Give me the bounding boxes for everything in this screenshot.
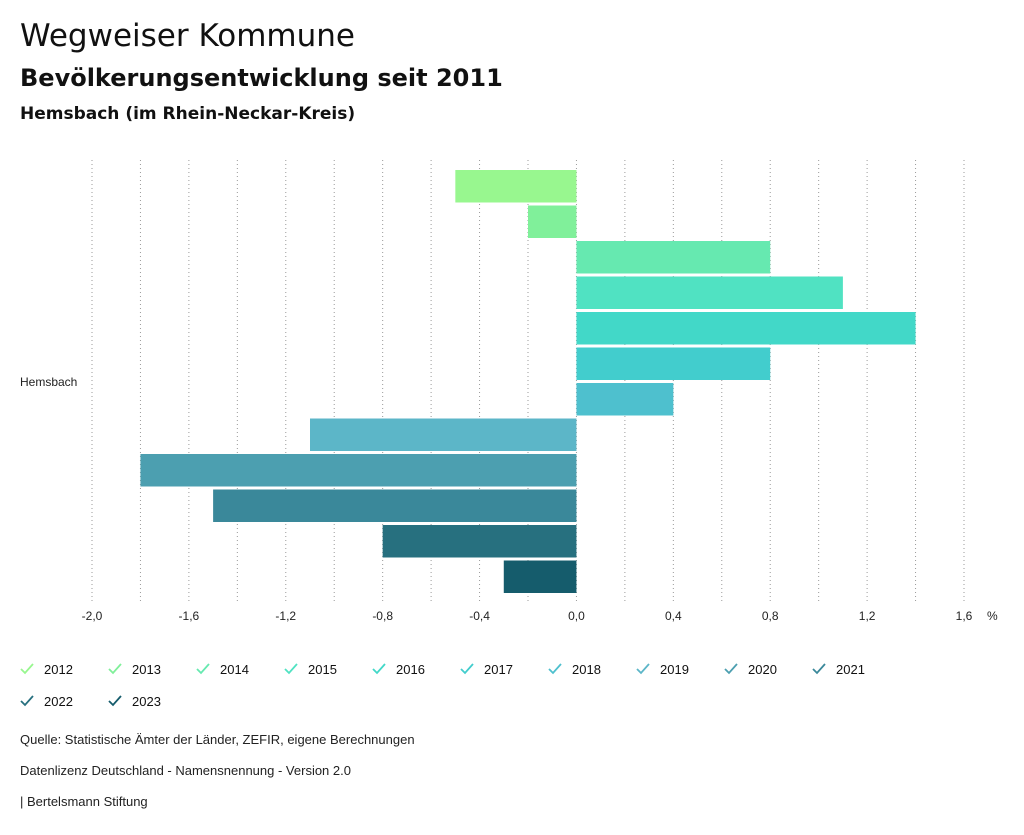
bar-2016[interactable] bbox=[576, 312, 916, 345]
legend-label: 2018 bbox=[572, 661, 601, 677]
legend-item-2017[interactable]: 2017 bbox=[460, 658, 513, 680]
bar-2015[interactable] bbox=[576, 276, 843, 310]
legend-label: 2022 bbox=[44, 693, 73, 709]
x-tick-label: 0,4 bbox=[665, 609, 682, 623]
source-note: Quelle: Statistische Ämter der Länder, Z… bbox=[20, 732, 415, 747]
bar-2021[interactable] bbox=[213, 489, 577, 523]
legend-item-2022[interactable]: 2022 bbox=[20, 690, 73, 712]
x-axis-unit: % bbox=[987, 609, 998, 623]
bar-2022[interactable] bbox=[382, 525, 577, 558]
checkmark-icon bbox=[108, 695, 122, 707]
page-title: Wegweiser Kommune bbox=[20, 18, 355, 54]
checkmark-icon bbox=[20, 663, 34, 675]
legend-label: 2020 bbox=[748, 661, 777, 677]
legend-label: 2016 bbox=[396, 661, 425, 677]
checkmark-icon bbox=[636, 663, 650, 675]
bar-2019[interactable] bbox=[310, 418, 577, 452]
legend-item-2018[interactable]: 2018 bbox=[548, 658, 601, 680]
checkmark-icon bbox=[548, 663, 562, 675]
legend-item-2013[interactable]: 2013 bbox=[108, 658, 161, 680]
license-note: Datenlizenz Deutschland - Namensnennung … bbox=[20, 763, 351, 778]
x-tick-label: -0,4 bbox=[469, 609, 490, 623]
legend-item-2023[interactable]: 2023 bbox=[108, 690, 161, 712]
x-tick-label: -2,0 bbox=[82, 609, 103, 623]
bar-2013[interactable] bbox=[528, 205, 577, 239]
legend-label: 2019 bbox=[660, 661, 689, 677]
bar-2018[interactable] bbox=[576, 383, 674, 416]
chart-subtitle: Bevölkerungsentwicklung seit 2011 bbox=[20, 64, 503, 92]
checkmark-icon bbox=[284, 663, 298, 675]
bar-chart: Hemsbach -2,0 -1,6 -1,2 -0,8 -0,4 0,0 0,4 0,8 1,2… bbox=[20, 160, 998, 623]
legend-item-2016[interactable]: 2016 bbox=[372, 658, 425, 680]
checkmark-icon bbox=[460, 663, 474, 675]
legend-item-2015[interactable]: 2015 bbox=[284, 658, 337, 680]
bar-2023[interactable] bbox=[503, 560, 577, 594]
legend-label: 2015 bbox=[308, 661, 337, 677]
publisher-note: | Bertelsmann Stiftung bbox=[20, 794, 148, 809]
checkmark-icon bbox=[372, 663, 386, 675]
category-label: Hemsbach bbox=[20, 375, 77, 389]
legend-item-2019[interactable]: 2019 bbox=[636, 658, 689, 680]
checkmark-icon bbox=[108, 663, 122, 675]
x-tick-label: 0,8 bbox=[762, 609, 779, 623]
legend-label: 2021 bbox=[836, 661, 865, 677]
region-label: Hemsbach (im Rhein-Neckar-Kreis) bbox=[20, 104, 356, 124]
legend-item-2020[interactable]: 2020 bbox=[724, 658, 777, 680]
legend-item-2012[interactable]: 2012 bbox=[20, 658, 73, 680]
legend-label: 2012 bbox=[44, 661, 73, 677]
bar-2017[interactable] bbox=[576, 347, 771, 381]
legend-label: 2013 bbox=[132, 661, 161, 677]
bar-2014[interactable] bbox=[576, 241, 771, 274]
x-tick-label: 0,0 bbox=[568, 609, 585, 623]
bar-2020[interactable] bbox=[140, 454, 577, 487]
checkmark-icon bbox=[196, 663, 210, 675]
x-tick-label: -1,6 bbox=[179, 609, 200, 623]
legend-item-2014[interactable]: 2014 bbox=[196, 658, 249, 680]
bar-2012[interactable] bbox=[455, 170, 577, 203]
checkmark-icon bbox=[724, 663, 738, 675]
x-tick-label: -0,8 bbox=[372, 609, 393, 623]
x-tick-label: -1,2 bbox=[275, 609, 296, 623]
x-tick-label: 1,6 bbox=[956, 609, 973, 623]
checkmark-icon bbox=[812, 663, 826, 675]
checkmark-icon bbox=[20, 695, 34, 707]
x-tick-label: 1,2 bbox=[859, 609, 876, 623]
legend-label: 2023 bbox=[132, 693, 161, 709]
legend-label: 2017 bbox=[484, 661, 513, 677]
legend-label: 2014 bbox=[220, 661, 249, 677]
legend-item-2021[interactable]: 2021 bbox=[812, 658, 865, 680]
